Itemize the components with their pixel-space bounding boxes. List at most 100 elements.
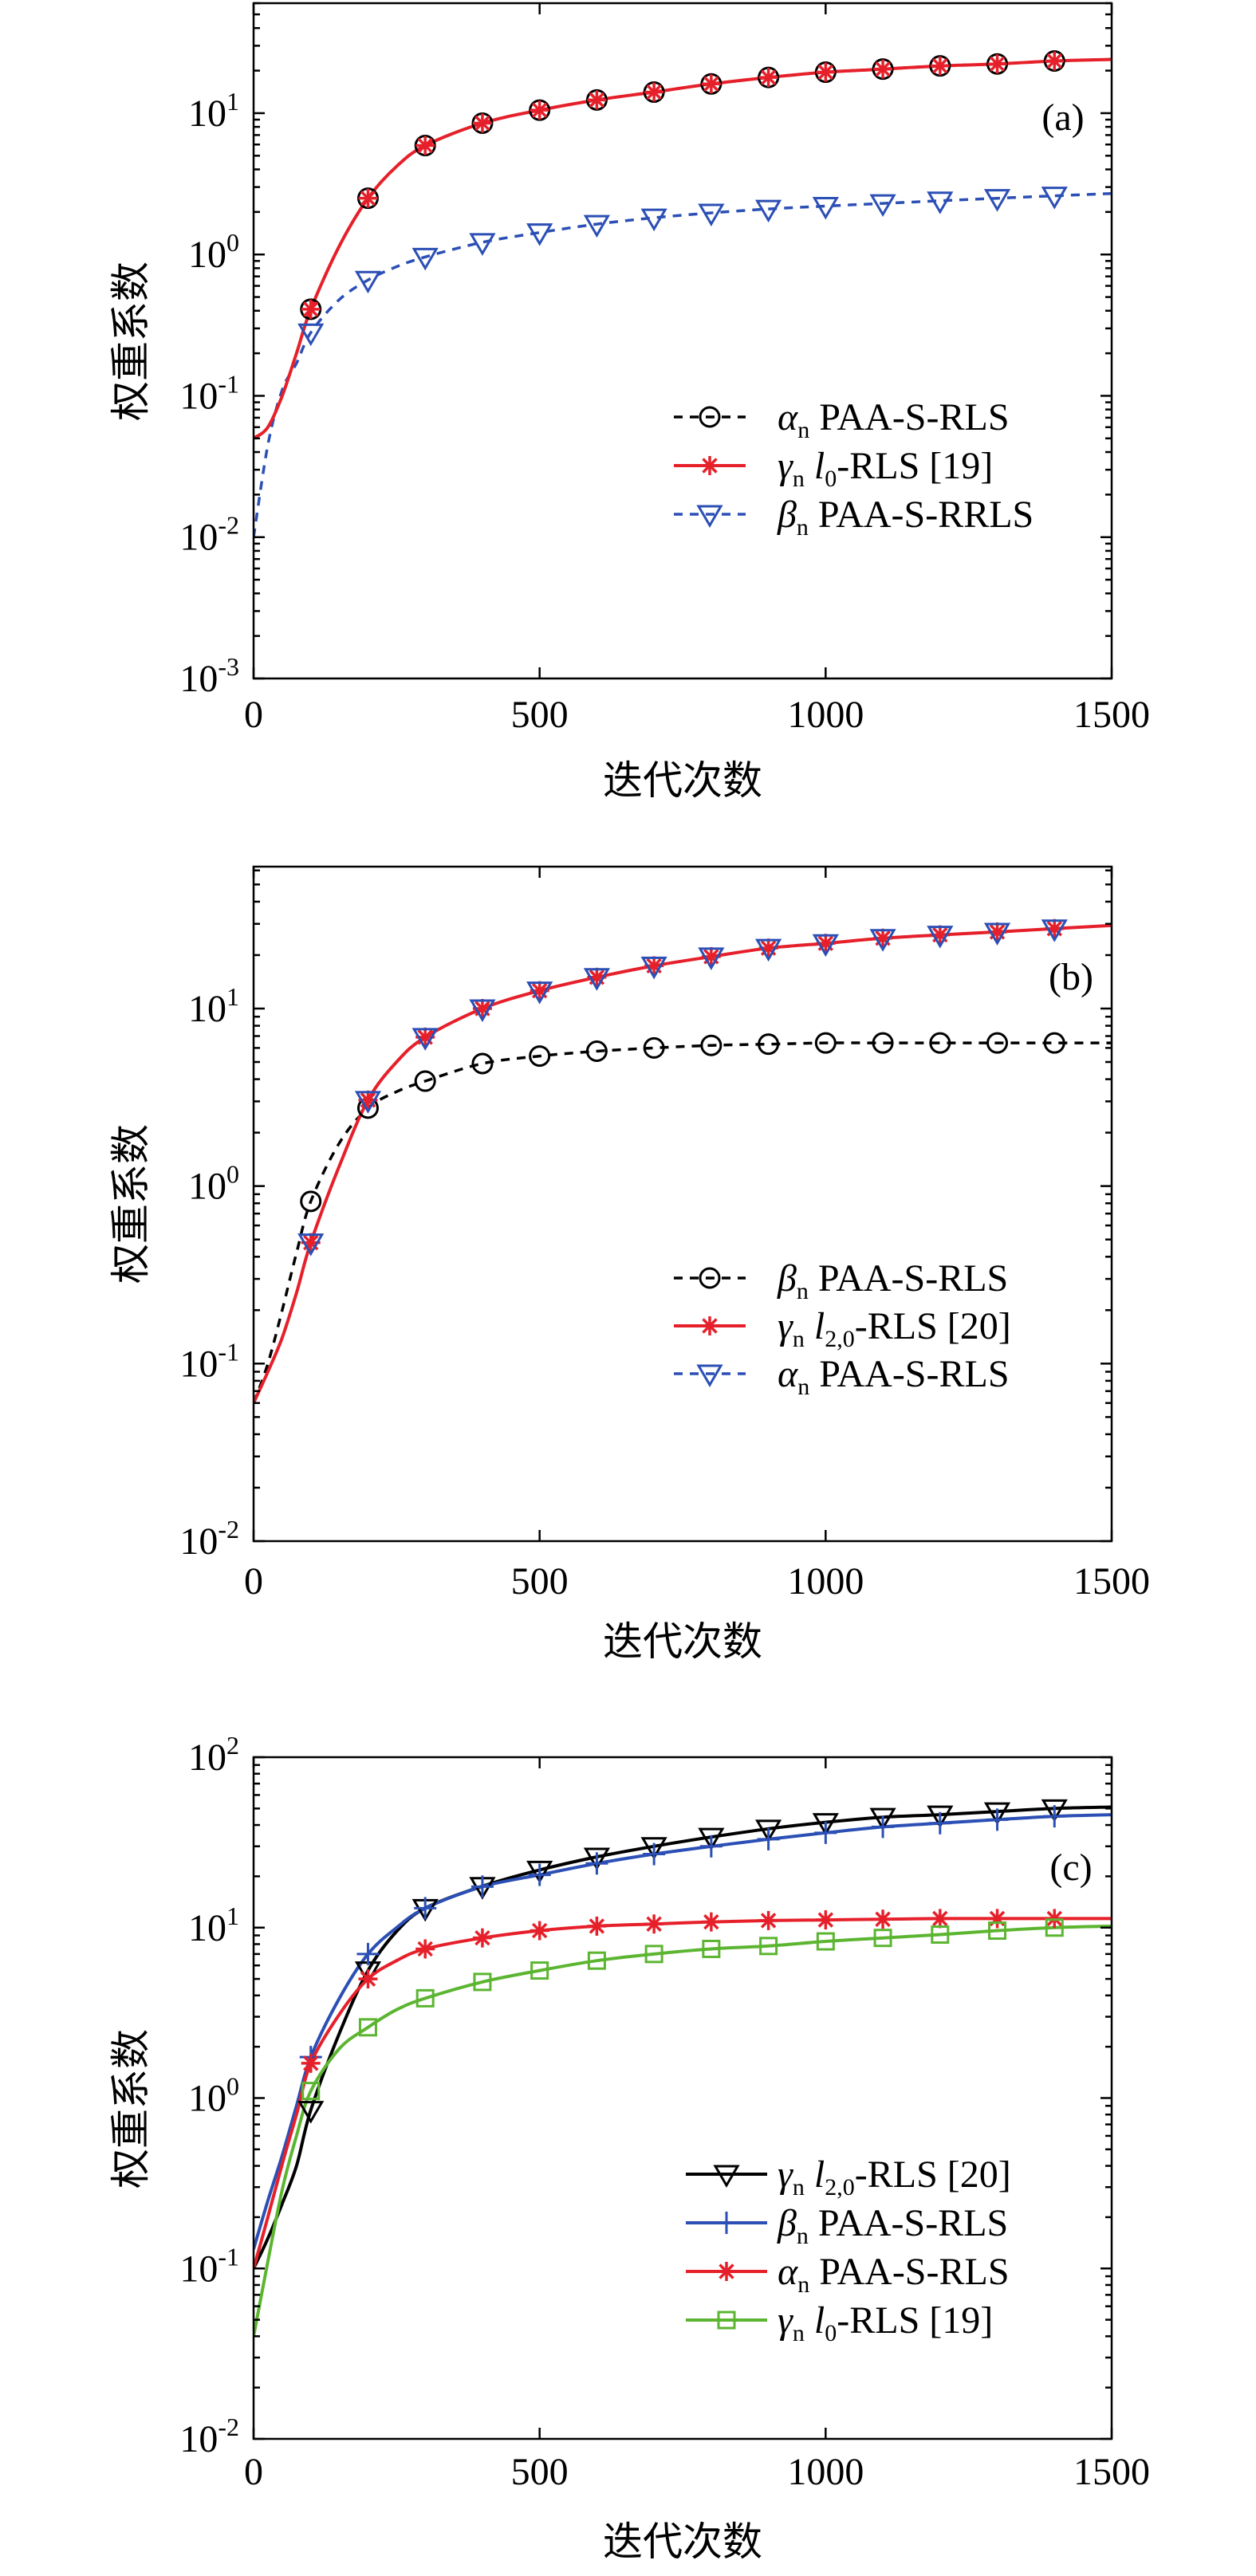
x-tick-label: 1500 — [1073, 694, 1150, 736]
series-3-marker — [701, 1912, 721, 1932]
series-1-marker — [529, 1045, 551, 1068]
triangle-marker — [983, 1802, 1011, 1826]
y-tick-label: 101 — [188, 87, 239, 135]
series-3-marker — [930, 1909, 950, 1929]
series-3-marker — [526, 223, 553, 246]
y-tick-label-base: 10 — [179, 2418, 218, 2460]
square-marker — [759, 1937, 778, 1956]
legend-entry: βn PAA-S-RRLS — [674, 494, 1034, 541]
legend-text: PAA-S-RLS — [819, 396, 1009, 439]
y-tick-label-base: 10 — [188, 1736, 226, 1779]
star-marker-spoke — [1046, 53, 1062, 69]
legend-label: γn l2,0-RLS [20] — [778, 1305, 1011, 1352]
series-2-marker — [644, 82, 664, 102]
legend-marker — [700, 1316, 719, 1335]
triangle-marker — [927, 1805, 954, 1829]
y-tick-label: 10-1 — [179, 1337, 239, 1385]
x-tick-label: 1500 — [1073, 1560, 1150, 1603]
circle-marker — [699, 406, 721, 428]
axes-frame — [252, 865, 1113, 1543]
x-axis-title: 迭代次数 — [603, 758, 762, 803]
series-3-marker — [411, 1028, 439, 1051]
triangle-marker — [583, 214, 611, 238]
square-marker — [415, 1988, 435, 2008]
star-marker-spoke — [702, 1318, 718, 1334]
series-2-marker — [928, 1811, 951, 1835]
legend-marker — [696, 505, 723, 528]
star-marker-spoke — [932, 1910, 948, 1927]
legend-label: γn l0-RLS [19] — [778, 2299, 993, 2346]
series-4-marker — [873, 1929, 892, 1948]
x-axis-title: 迭代次数 — [603, 2519, 762, 2564]
legend-marker — [717, 2262, 736, 2281]
series-4-marker — [1045, 1918, 1064, 1937]
star-marker-spoke — [360, 1971, 376, 1987]
square-marker — [301, 2082, 321, 2101]
triangle-marker — [1041, 919, 1068, 942]
y-tick-label: 100 — [188, 1160, 239, 1208]
series-3-marker — [869, 929, 896, 952]
y-tick-label-base: 10 — [179, 1520, 218, 1563]
panel-label: (c) — [1049, 1846, 1092, 1889]
star-marker-spoke — [646, 84, 662, 100]
series-3-marker — [644, 1914, 664, 1934]
series-3-marker — [987, 1909, 1007, 1929]
legend-symbol: α — [778, 1353, 798, 1395]
triangle-marker — [812, 197, 839, 220]
series-1-marker — [986, 1032, 1009, 1054]
circle-marker — [585, 1040, 608, 1063]
star-marker-spoke — [719, 2263, 734, 2279]
y-tick-label: 10-3 — [179, 652, 239, 700]
x-tick-label: 500 — [511, 2451, 569, 2493]
legend-text: PAA-S-RLS — [818, 1257, 1008, 1300]
square-marker — [931, 1925, 950, 1945]
y-tick-label-base: 10 — [188, 1907, 226, 1949]
circle-marker — [758, 1033, 780, 1056]
y-tick-label-exponent: -1 — [218, 1337, 239, 1366]
y-tick-label-exponent: 0 — [226, 2072, 239, 2101]
legend-entry: βn PAA-S-RLS — [686, 2202, 1008, 2249]
legend-variable-subscript: 2,0 — [825, 1326, 855, 1352]
x-tick-label: 1000 — [787, 694, 864, 736]
triangle-marker — [583, 968, 611, 991]
series-2-marker — [699, 1835, 722, 1858]
x-tick-label: 1000 — [787, 2451, 864, 2493]
series-3-marker — [526, 981, 553, 1005]
legend-symbol: γ — [778, 2153, 793, 2196]
star-marker-spoke — [417, 137, 433, 154]
series-3-marker — [983, 189, 1011, 212]
series-1-marker — [872, 1032, 894, 1054]
series-1-marker — [929, 1032, 951, 1054]
series-4-marker — [530, 1961, 549, 1980]
square-marker — [988, 1921, 1007, 1941]
triangle-marker — [869, 194, 896, 218]
series-1-marker — [583, 1847, 611, 1871]
legend-marker — [715, 2212, 738, 2234]
series-1-marker — [700, 1034, 722, 1056]
series-3-marker — [301, 2053, 321, 2073]
series-4-marker — [702, 1939, 721, 1958]
series-3-marker — [1041, 187, 1068, 210]
series-1-marker — [814, 1032, 837, 1054]
legend-text: -RLS [19] — [837, 445, 993, 487]
square-marker — [358, 2018, 377, 2037]
series-1-marker — [869, 1807, 896, 1831]
triangle-marker — [927, 191, 954, 214]
series-2-marker — [930, 56, 950, 76]
series-2-marker — [472, 113, 492, 133]
star-marker-spoke — [817, 1912, 834, 1928]
series-2-marker — [471, 1875, 494, 1898]
series-2-marker — [528, 1863, 551, 1886]
series-1-marker — [526, 1860, 553, 1884]
star-marker-spoke — [702, 458, 718, 474]
series-3-marker — [354, 270, 382, 294]
series-2-marker — [530, 100, 549, 120]
series-2-marker — [872, 1815, 895, 1839]
y-tick-label-base: 10 — [188, 92, 226, 135]
series-1-marker — [643, 1036, 665, 1059]
triangle-marker — [411, 247, 439, 271]
triangle-marker — [698, 947, 725, 970]
y-tick-label-exponent: -2 — [218, 1515, 239, 1544]
series-2-marker — [701, 74, 721, 94]
legend-label: αn PAA-S-RLS — [778, 396, 1010, 443]
